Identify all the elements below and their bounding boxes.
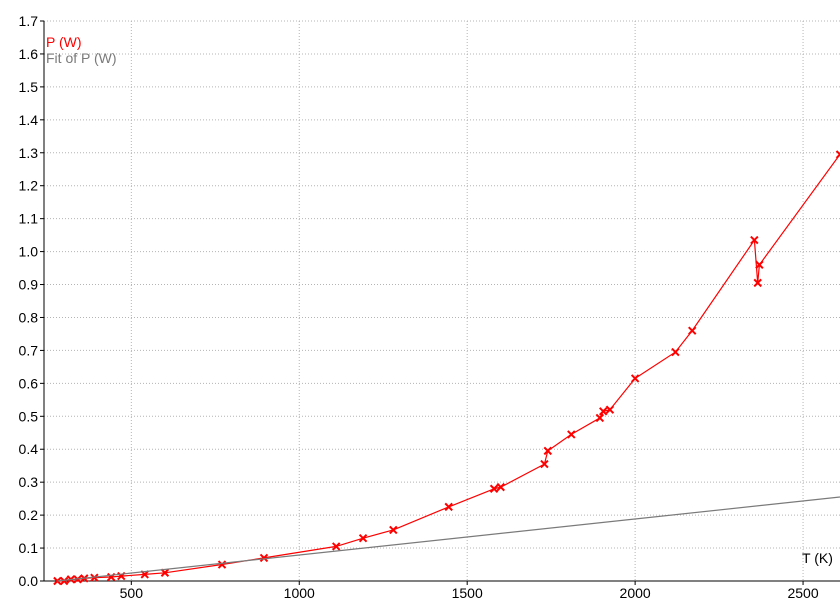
y-tick-label: 1.2 (19, 178, 39, 194)
data-point (567, 430, 576, 439)
x-tick-label: 1500 (452, 585, 483, 601)
data-point (630, 374, 640, 383)
y-tick-label: 0.5 (19, 408, 39, 424)
y-tick-label: 1.3 (19, 145, 39, 161)
data-point (444, 502, 453, 512)
series-layer (53, 150, 840, 586)
data-point (160, 568, 170, 577)
data-point (835, 150, 840, 159)
y-tick-label: 0.8 (19, 309, 39, 325)
data-point (331, 542, 341, 551)
y-tick-label: 0.0 (19, 573, 39, 589)
y-tick-label: 0.3 (19, 474, 39, 490)
y-tick-label: 0.9 (19, 277, 39, 293)
x-tick-label: 500 (120, 585, 144, 601)
series-fit (57, 496, 840, 582)
data-point (540, 459, 549, 469)
x-tick-labels: 500 1000 1500 2000 2500 (120, 585, 819, 601)
y-tick-label: 1.7 (19, 13, 39, 29)
y-tick-label: 0.2 (19, 507, 39, 523)
data-point (750, 235, 759, 245)
legend: P (W) Fit of P (W) (46, 34, 117, 66)
data-point (688, 326, 697, 335)
y-tick-label: 0.1 (19, 540, 39, 556)
legend-entry-p: P (W) (46, 34, 82, 50)
data-point (59, 576, 69, 586)
x-axis-label: T (K) (802, 550, 833, 566)
data-point (358, 533, 368, 543)
x-tick-label: 1000 (284, 585, 315, 601)
x-tick-label: 2500 (787, 585, 818, 601)
y-tick-labels: 0.0 0.1 0.2 0.3 0.4 0.5 0.6 0.7 0.8 0.9 1.0 1.1 1.2 1… (19, 13, 39, 589)
data-point (90, 573, 99, 582)
data-point (605, 405, 615, 414)
legend-entry-fit: Fit of P (W) (46, 50, 117, 66)
data-point (755, 260, 764, 269)
y-tick-label: 1.6 (19, 46, 39, 62)
axes (40, 20, 840, 585)
data-point (753, 278, 762, 288)
data-point (259, 553, 269, 563)
y-tick-label: 1.5 (19, 79, 39, 95)
data-point (671, 347, 680, 357)
x-tick-label: 2000 (620, 585, 651, 601)
data-point (543, 446, 553, 456)
fit-series-line (57, 496, 840, 582)
y-tick-label: 0.7 (19, 342, 39, 358)
data-point (217, 560, 227, 569)
data-point (595, 413, 605, 423)
y-tick-label: 1.1 (19, 211, 39, 227)
y-tick-label: 0.6 (19, 375, 39, 391)
data-point (389, 525, 398, 535)
data-point (599, 407, 608, 416)
y-tick-label: 1.0 (19, 244, 39, 260)
data-point (489, 484, 499, 493)
data-point (496, 482, 505, 492)
y-tick-label: 0.4 (19, 441, 39, 457)
y-tick-label: 1.4 (19, 112, 39, 128)
gridlines (44, 20, 840, 581)
